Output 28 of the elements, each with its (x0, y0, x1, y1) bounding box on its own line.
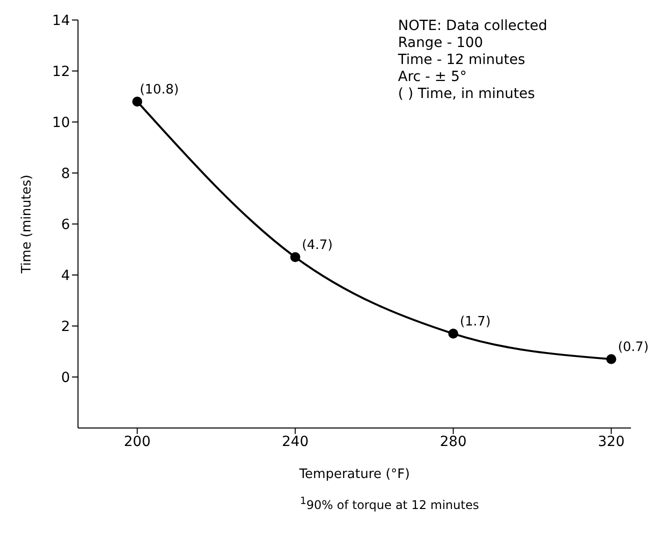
annotation: Arc - ± 5° (398, 69, 468, 86)
point (448, 328, 458, 339)
x-axis-title: Temperature (°F) (298, 467, 410, 482)
x-tick-label: 280 (440, 434, 467, 450)
data-label: (1.7) (460, 314, 491, 330)
point (606, 354, 616, 364)
y-tick-label: 8 (61, 166, 70, 182)
annotation: NOTE: Data collected (398, 18, 548, 35)
x-tick-label: 240 (282, 434, 309, 450)
data-label: (0.7) (618, 340, 649, 356)
y-tick-label: 2 (61, 318, 70, 335)
y-tick-label: 14 (52, 12, 70, 29)
annotation: ( ) Time, in minutes (398, 86, 536, 103)
data-label: (10.8) (140, 82, 179, 98)
annotation: Time - 12 minutes (398, 52, 526, 69)
y-tick-label: 6 (61, 216, 70, 233)
x-tick-label: 320 (598, 434, 625, 450)
y-tick-label: 12 (52, 64, 70, 80)
text: $^{1}$90% of torque at 12 minutes (299, 496, 480, 512)
y-axis-title: Time (minutes) (20, 174, 35, 274)
y-tick-label: 4 (61, 268, 70, 284)
point (132, 96, 142, 107)
annotation: Range - 100 (398, 35, 484, 52)
point (290, 252, 300, 262)
y-tick-label: 0 (61, 370, 70, 386)
x-tick-label: 200 (124, 434, 151, 450)
y-tick-label: 10 (52, 114, 70, 131)
data-label: (4.7) (302, 238, 333, 254)
